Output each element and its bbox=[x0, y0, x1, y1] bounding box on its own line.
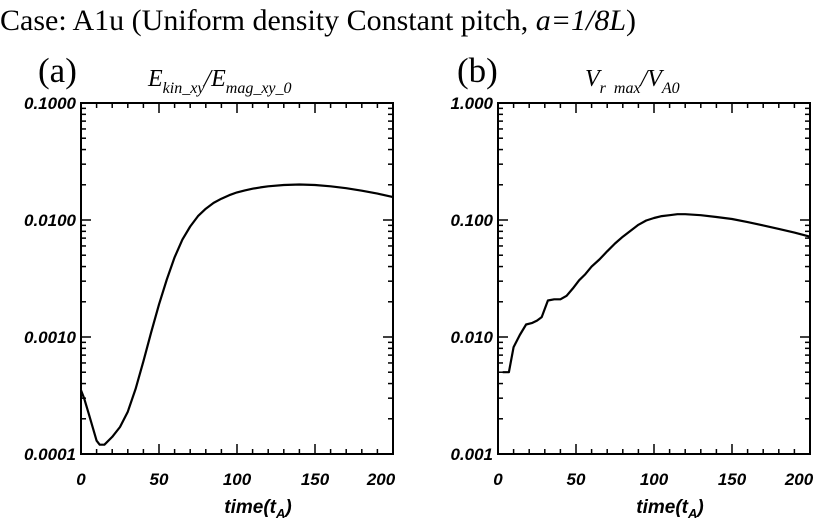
panel-b: (b) Vr max/VA0 1.000 0.100 0.010 0.001 0… bbox=[450, 51, 813, 521]
panel-a-label: (a) bbox=[38, 51, 77, 90]
panel-b-ytick-label: 0.010 bbox=[450, 328, 493, 347]
panel-a-xlabel: time(tA) bbox=[224, 497, 291, 521]
figure-title-italic: a=1/8L bbox=[536, 4, 626, 37]
panel-a-ytick-label: 0.1000 bbox=[24, 94, 77, 113]
panel-a-frame bbox=[80, 102, 394, 455]
panel-b-ytick-label: 0.001 bbox=[450, 445, 493, 464]
panel-b-frame bbox=[497, 102, 811, 455]
panel-b-xtick-label: 200 bbox=[784, 470, 814, 489]
panel-a-series-line bbox=[79, 183, 394, 446]
panel-a-title: Ekin_xy/Emag_xy_0 bbox=[147, 66, 292, 97]
panel-b-xtick-label: 0 bbox=[493, 470, 503, 489]
figure-title-prefix: Case: A1u (Uniform density Constant pitc… bbox=[0, 4, 536, 37]
panel-a-xtick-label: 150 bbox=[301, 470, 330, 489]
panel-a-xtick-label: 0 bbox=[76, 470, 86, 489]
panel-a-ytick-label: 0.0010 bbox=[24, 328, 77, 347]
panel-a: (a) Ekin_xy/Emag_xy_0 0.1000 0.0100 0.00… bbox=[24, 51, 396, 521]
panel-b-ticks bbox=[497, 102, 811, 455]
panel-a-ytick-label: 0.0001 bbox=[24, 445, 76, 464]
panel-b-ytick-label: 0.100 bbox=[450, 211, 493, 230]
panel-b-title: Vr max/VA0 bbox=[585, 66, 680, 97]
panel-a-ytick-label: 0.0100 bbox=[24, 211, 77, 230]
panel-b-xtick-label: 100 bbox=[640, 470, 669, 489]
panel-a-xtick-label: 100 bbox=[223, 470, 252, 489]
panel-a-ticks bbox=[80, 102, 394, 455]
panel-b-xlabel: time(tA) bbox=[636, 497, 703, 521]
panel-a-xtick-label: 50 bbox=[150, 470, 169, 489]
panel-b-xtick-label: 50 bbox=[567, 470, 586, 489]
panel-a-xtick-label: 200 bbox=[366, 470, 396, 489]
panel-b-label: (b) bbox=[457, 51, 498, 90]
figure-title: Case: A1u (Uniform density Constant pitc… bbox=[0, 4, 636, 37]
panel-b-series-line bbox=[502, 213, 811, 374]
figure-title-suffix: ) bbox=[626, 4, 636, 37]
panel-b-xtick-label: 150 bbox=[718, 470, 747, 489]
panel-b-ytick-label: 1.000 bbox=[450, 94, 493, 113]
